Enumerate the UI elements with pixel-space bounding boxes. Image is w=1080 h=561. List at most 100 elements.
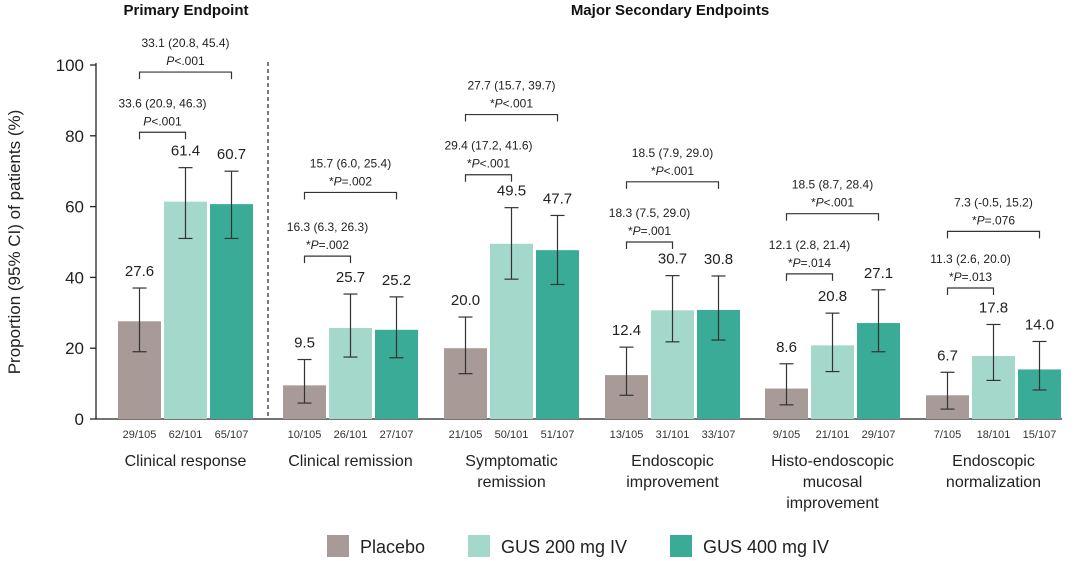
category-label: improvement [626, 474, 719, 491]
p-value: <.001 [664, 164, 695, 178]
section-title-secondary: Major Secondary Endpoints [571, 2, 769, 19]
y-tick-label: 20 [65, 339, 84, 358]
comparison-bracket [138, 131, 187, 140]
comparison-p-value: *P<.001 [651, 164, 694, 178]
p-value-marker: * [651, 164, 656, 178]
legend-label: GUS 400 mg IV [703, 537, 829, 557]
bar-n-label: 29/107 [862, 429, 896, 441]
bar-n-label: 31/101 [656, 429, 690, 441]
p-value: <.001 [503, 97, 534, 111]
comparison-bracket [464, 174, 513, 182]
bar-n-label: 62/101 [169, 429, 203, 441]
comparison-p-value: *P=.013 [949, 270, 992, 284]
legend-item: GUS 400 mg IV [670, 535, 829, 557]
p-value-marker: * [788, 256, 793, 270]
comparison-difference: 18.5 (8.7, 28.4) [792, 178, 873, 192]
legend-item: Placebo [327, 535, 425, 557]
y-axis-title: Proportion (95% CI) of patients (%) [5, 110, 24, 375]
p-value: <.001 [824, 196, 855, 210]
comparison-bracket [785, 213, 880, 221]
comparison-p-value: *P=.002 [329, 174, 372, 188]
p-value-marker: * [329, 174, 334, 188]
p-value-marker: * [306, 238, 311, 252]
y-axis: 0 20 40 60 80 100 Proportion (95% CI) of patie… [5, 56, 1062, 429]
p-value: <.001 [174, 54, 205, 68]
y-tick-label: 80 [65, 127, 84, 146]
bar-value-label: 14.0 [1025, 316, 1054, 333]
p-value: <.001 [151, 114, 182, 128]
p-symbol: P [633, 224, 641, 238]
p-value-marker: * [490, 97, 495, 111]
comparison-difference: 29.4 (17.2, 41.6) [444, 139, 532, 153]
bar-value-label: 25.2 [382, 272, 411, 289]
bar-value-label: 60.7 [217, 146, 246, 163]
bar-n-label: 21/105 [449, 429, 483, 441]
comparison-bracket [303, 255, 352, 264]
endpoint-group: 6.7 7/105 17.8 18/101 14.0 15/107 Endoscopic no… [926, 195, 1061, 491]
p-symbol: P [977, 213, 985, 227]
comparison-difference: 27.7 (15.7, 39.7) [467, 79, 555, 93]
p-value: <.001 [480, 157, 511, 171]
comparison-difference: 11.3 (2.6, 20.0) [930, 252, 1011, 266]
comparison-p-value: *P=.014 [788, 256, 831, 270]
comparison-difference: 18.3 (7.5, 29.0) [609, 206, 690, 220]
legend-swatch [670, 535, 692, 557]
bar-n-label: 7/105 [934, 429, 962, 441]
endpoint-group: 12.4 13/105 30.7 31/101 30.8 33/107 Endoscopic… [605, 146, 740, 491]
bar-value-label: 27.1 [864, 265, 893, 282]
legend-swatch [468, 535, 490, 557]
bar-n-label: 29/105 [123, 429, 157, 441]
p-symbol: P [311, 238, 319, 252]
comparison-p-value: *P<.001 [811, 196, 854, 210]
bar-n-label: 33/107 [702, 429, 736, 441]
bar-n-label: 18/101 [977, 429, 1011, 441]
bar-value-label: 49.5 [497, 183, 526, 200]
bar-n-label: 65/107 [215, 429, 249, 441]
bar-value-label: 25.7 [336, 269, 365, 286]
category-label: Endoscopic [952, 453, 1035, 470]
bar-value-label: 20.0 [451, 292, 480, 309]
y-tick-label: 100 [56, 56, 84, 75]
comparison-bracket [785, 273, 834, 281]
p-symbol: P [166, 54, 174, 68]
comparison-difference: 18.5 (7.9, 29.0) [632, 146, 713, 160]
bar-n-label: 26/101 [334, 429, 368, 441]
legend-label: GUS 200 mg IV [501, 537, 627, 557]
comparison-difference: 33.6 (20.9, 46.3) [118, 96, 206, 110]
category-label: Histo-endoscopic [771, 453, 894, 470]
p-value: =.076 [985, 213, 1016, 227]
p-symbol: P [495, 97, 503, 111]
endpoint-group: 27.6 29/105 61.4 62/101 60.7 65/107 Clinical r… [118, 36, 253, 470]
bar-n-label: 27/107 [380, 429, 414, 441]
legend-item: GUS 200 mg IV [468, 535, 627, 557]
bar-value-label: 12.4 [612, 322, 641, 339]
comparison-p-value: P<.001 [166, 54, 205, 68]
category-label: remission [477, 474, 545, 491]
comparison-difference: 15.7 (6.0, 25.4) [310, 156, 391, 170]
category-label: normalization [946, 474, 1041, 491]
p-symbol: P [143, 114, 151, 128]
bar-n-label: 13/105 [610, 429, 644, 441]
comparison-difference: 16.3 (6.3, 26.3) [287, 220, 368, 234]
bar-n-label: 50/101 [495, 429, 529, 441]
p-value: =.001 [641, 224, 672, 238]
section-titles: Primary Endpoint Major Secondary Endpoint… [123, 2, 769, 419]
comparison-bracket [946, 287, 995, 296]
bar-value-label: 47.7 [543, 190, 572, 207]
category-label: Clinical remission [288, 453, 412, 470]
p-value: =.013 [962, 270, 993, 284]
category-label: Symptomatic [465, 453, 557, 470]
p-symbol: P [656, 164, 664, 178]
p-value-marker: * [467, 157, 472, 171]
p-value: =.014 [801, 256, 832, 270]
bar-value-label: 8.6 [776, 339, 797, 356]
p-value: =.002 [342, 174, 373, 188]
bar-n-label: 21/101 [816, 429, 850, 441]
comparison-bracket [303, 191, 398, 200]
bar-value-label: 30.8 [704, 251, 733, 268]
p-symbol: P [816, 196, 824, 210]
endpoint-group: 8.6 9/105 20.8 21/101 27.1 29/107 Histo-endosc… [765, 178, 900, 512]
category-label: mucosal [803, 474, 863, 491]
category-label: Endoscopic [631, 453, 714, 470]
y-tick-label: 60 [65, 198, 84, 217]
